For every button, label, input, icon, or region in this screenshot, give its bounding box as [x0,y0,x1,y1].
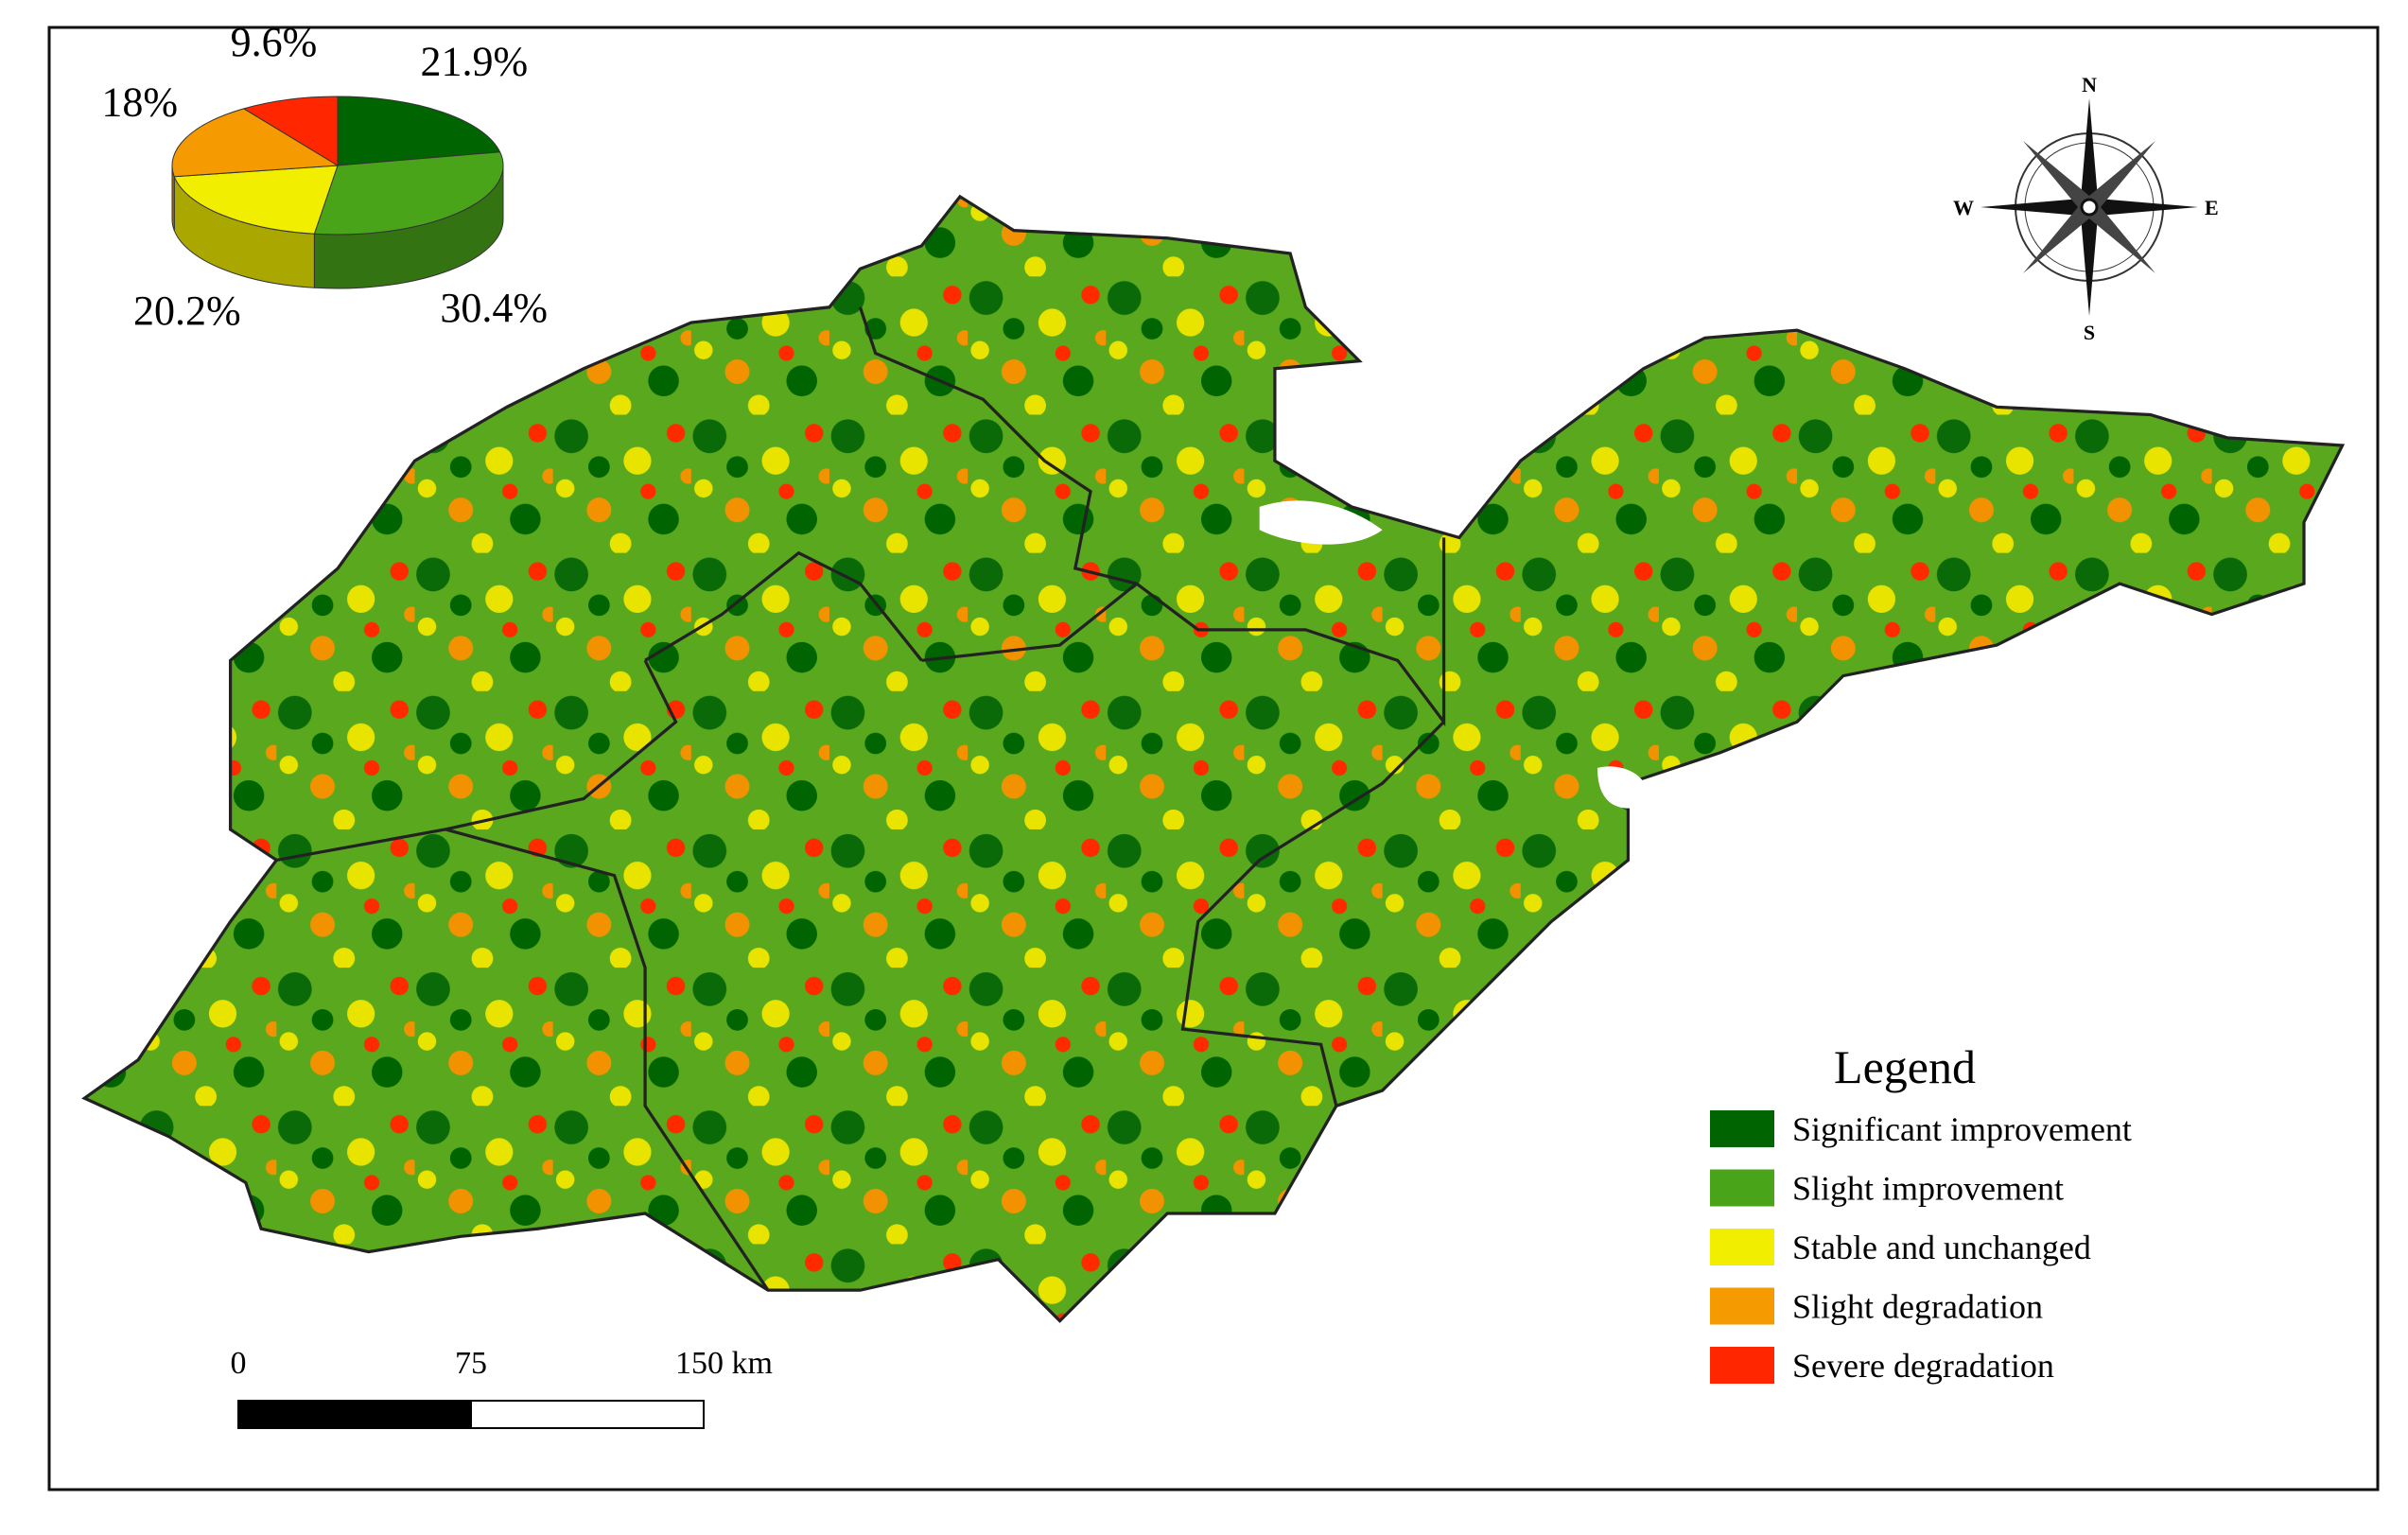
compass-point [1980,199,2089,216]
compass-w: W [1953,196,1974,219]
pie-label: 9.6% [231,19,318,65]
compass-point [2023,141,2089,207]
pie-slice [242,96,339,166]
pie-slice [171,108,340,178]
compass-point [2023,207,2089,273]
legend-swatch [1710,1169,1774,1207]
compass-point [2089,141,2155,207]
compass-e: E [2205,196,2219,219]
pie-chart: 21.9% 30.4% 20.2% 18% 9.6% [101,19,548,334]
compass-n: N [2082,73,2097,96]
legend-label: Significant improvement [1792,1110,2132,1148]
legend: Significant improvement Slight improvemen… [1710,1110,2132,1385]
pie-label: 21.9% [421,39,529,85]
scale-bar: 0 75 150 km [231,1346,773,1429]
scale-segment [470,1400,705,1429]
legend-swatch [1710,1110,1774,1147]
legend-swatch [1710,1287,1774,1325]
region-map [81,194,2346,1323]
scale-label: 150 km [675,1346,773,1381]
legend-label: Slight degradation [1792,1288,2043,1326]
scale-label: 75 [455,1346,487,1381]
legend-label: Stable and unchanged [1792,1229,2091,1266]
legend-swatch [1710,1229,1774,1265]
compass-point [2081,98,2098,207]
pie-label: 20.2% [133,288,241,334]
compass-point [2089,207,2155,273]
water [1259,500,1648,809]
scale-segment [237,1400,472,1429]
pie-label: 18% [101,79,178,126]
pie-slice [313,151,504,235]
pie-label: 30.4% [440,285,548,331]
legend-title: Legend [1834,1040,1976,1093]
compass: N S E W [1953,73,2219,344]
province-outline [81,194,2346,1323]
district-boundary [276,306,1446,1292]
compass-center [2080,198,2099,217]
pie-slice [337,96,501,166]
legend-label: Slight improvement [1792,1170,2064,1208]
compass-point [2089,199,2198,216]
legend-label: Severe degradation [1792,1347,2054,1385]
pie-slice [173,165,339,235]
legend-swatch [1710,1347,1774,1384]
frame [47,26,2380,1491]
compass-s: S [2084,321,2095,344]
scale-label: 0 [231,1346,247,1381]
compass-point [2081,207,2098,316]
